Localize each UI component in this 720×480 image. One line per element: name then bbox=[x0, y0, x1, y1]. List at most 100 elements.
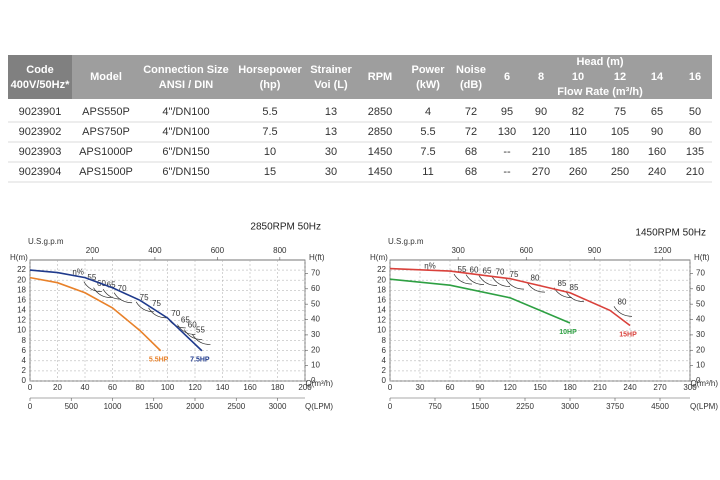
header-cell: (dB) bbox=[460, 79, 482, 91]
efficiency-label: 85 bbox=[570, 283, 579, 292]
table-cell: 5.5 bbox=[420, 126, 435, 138]
efficiency-contour bbox=[83, 281, 102, 292]
table-cell: 4"/DN100 bbox=[162, 106, 209, 118]
table-cell: 105 bbox=[611, 126, 629, 138]
table-cell: 110 bbox=[569, 126, 587, 138]
efficiency-contour bbox=[505, 278, 525, 290]
x2-tick-label: 1200 bbox=[654, 246, 672, 255]
efficiency-contour bbox=[453, 273, 473, 285]
efficiency-label: 75 bbox=[140, 293, 149, 302]
efficiency-label: 75 bbox=[510, 270, 519, 279]
y2-tick-label: 20 bbox=[696, 345, 705, 354]
y-tick-label: 14 bbox=[17, 306, 26, 315]
header-cell: Strainer bbox=[310, 64, 352, 76]
x3-tick-label: 0 bbox=[28, 402, 33, 411]
x3-axis-label: Q(LPM) bbox=[690, 402, 718, 411]
table-cell: 90 bbox=[535, 106, 547, 118]
pump-curve bbox=[29, 276, 162, 352]
y2-tick-label: 60 bbox=[311, 284, 320, 293]
x-tick-label: 90 bbox=[476, 383, 485, 392]
y2-tick-label: 0 bbox=[696, 376, 701, 385]
code-header-bg bbox=[8, 55, 72, 99]
x3-tick-label: 2000 bbox=[186, 402, 204, 411]
head-value: 10 bbox=[572, 71, 584, 83]
y2-tick-label: 30 bbox=[696, 330, 705, 339]
y-tick-label: 18 bbox=[377, 285, 386, 294]
y-tick-label: 0 bbox=[382, 376, 387, 385]
x-tick-label: 60 bbox=[446, 383, 455, 392]
table-cell: 30 bbox=[325, 146, 337, 158]
table-cell: APS1500P bbox=[79, 166, 133, 178]
header-cell: ANSI / DIN bbox=[159, 79, 213, 91]
table-cell: 82 bbox=[572, 106, 584, 118]
curve-label: 15HP bbox=[619, 331, 637, 338]
x2-tick-label: 600 bbox=[211, 246, 225, 255]
pump-curve bbox=[29, 269, 203, 352]
y2-tick-label: 20 bbox=[311, 345, 320, 354]
head-value: 16 bbox=[689, 71, 701, 83]
efficiency-symbol: η% bbox=[72, 268, 84, 277]
table-cell: 120 bbox=[532, 126, 550, 138]
y-tick-label: 18 bbox=[17, 285, 26, 294]
x3-tick-label: 3000 bbox=[269, 402, 287, 411]
y-tick-label: 14 bbox=[377, 306, 386, 315]
efficiency-label: 55 bbox=[196, 326, 205, 335]
table-cell: APS1000P bbox=[79, 146, 133, 158]
table-cell: 4"/DN100 bbox=[162, 126, 209, 138]
x2-tick-label: 600 bbox=[520, 246, 534, 255]
table-cell: 80 bbox=[689, 126, 701, 138]
y2-tick-label: 40 bbox=[696, 315, 705, 324]
efficiency-label: 70 bbox=[118, 284, 127, 293]
table-cell: 72 bbox=[465, 106, 477, 118]
table-cell: 68 bbox=[465, 146, 477, 158]
head-value: 6 bbox=[504, 71, 510, 83]
table-cell: 160 bbox=[648, 146, 666, 158]
head-value: 14 bbox=[651, 71, 664, 83]
header-cell: Voi (L) bbox=[314, 79, 348, 91]
efficiency-contour bbox=[113, 292, 133, 304]
efficiency-label: 70 bbox=[496, 268, 505, 277]
y-tick-label: 2 bbox=[22, 366, 27, 375]
table-cell: 13 bbox=[325, 126, 337, 138]
table-cell: 1450 bbox=[368, 146, 392, 158]
y2-tick-label: 30 bbox=[311, 330, 320, 339]
efficiency-contour bbox=[148, 307, 167, 319]
curve-label: 7.5HP bbox=[190, 357, 210, 364]
table-cell: 2850 bbox=[368, 126, 392, 138]
y2-tick-label: 50 bbox=[696, 299, 705, 308]
efficiency-contour bbox=[565, 291, 585, 303]
header-cell: (kW) bbox=[416, 79, 440, 91]
x-tick-label: 180 bbox=[563, 383, 577, 392]
y-tick-label: 8 bbox=[22, 336, 27, 345]
table-cell: 68 bbox=[465, 166, 477, 178]
table-cell: 95 bbox=[501, 106, 513, 118]
x-tick-label: 160 bbox=[243, 383, 257, 392]
table-cell: 9023903 bbox=[19, 146, 62, 158]
x-tick-label: 270 bbox=[653, 383, 667, 392]
efficiency-contour bbox=[93, 287, 112, 299]
efficiency-contour bbox=[478, 275, 498, 286]
x3-tick-label: 3000 bbox=[561, 402, 579, 411]
table-cell: 90 bbox=[651, 126, 663, 138]
y-tick-label: 4 bbox=[382, 356, 387, 365]
y2-tick-label: 70 bbox=[311, 269, 320, 278]
x-tick-label: 30 bbox=[416, 383, 425, 392]
y2-axis-label: H(ft) bbox=[309, 253, 325, 262]
table-cell: 30 bbox=[325, 166, 337, 178]
efficiency-contour bbox=[183, 329, 203, 340]
x2-tick-label: 200 bbox=[86, 246, 100, 255]
header-cell: Model bbox=[90, 71, 122, 83]
table-cell: APS550P bbox=[82, 106, 130, 118]
y-tick-label: 20 bbox=[377, 275, 386, 284]
efficiency-label: 60 bbox=[470, 266, 479, 275]
table-cell: 1450 bbox=[368, 166, 392, 178]
efficiency-contour bbox=[491, 276, 511, 287]
x-tick-label: 150 bbox=[533, 383, 547, 392]
efficiency-symbol: η% bbox=[424, 262, 436, 271]
table-cell: -- bbox=[503, 146, 511, 158]
header-cell: Code bbox=[26, 64, 54, 76]
y-tick-label: 2 bbox=[382, 366, 387, 375]
table-cell: 185 bbox=[569, 146, 587, 158]
